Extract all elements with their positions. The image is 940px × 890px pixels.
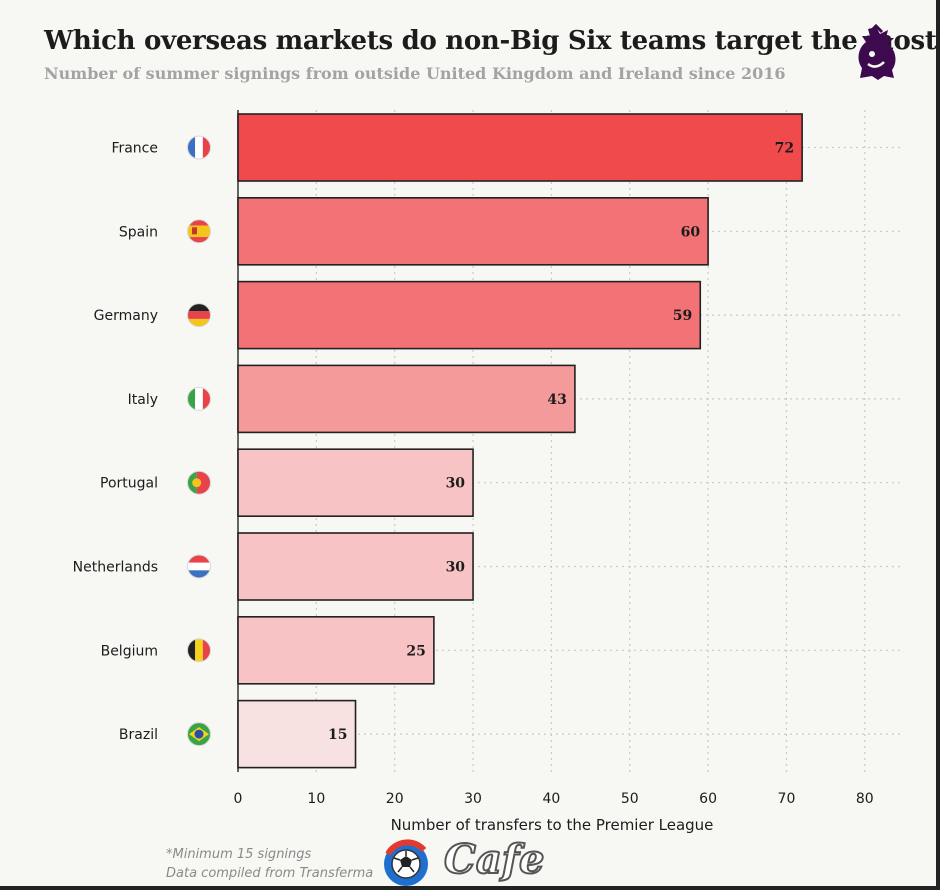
x-tick-label: 60 bbox=[699, 791, 717, 807]
category-label: France bbox=[111, 141, 158, 157]
bar-belgium bbox=[237, 615, 435, 685]
data-label: 59 bbox=[673, 308, 692, 324]
chart-title: Which overseas markets do non-Big Six te… bbox=[44, 26, 940, 56]
bar-chart: 0 10 20 30 40 50 60 70 80 72 France 60 Spain 59 German… bbox=[73, 110, 900, 807]
x-axis-label: Number of transfers to the Premier Leagu… bbox=[390, 816, 714, 834]
x-tick-label: 80 bbox=[856, 791, 874, 807]
football-icon bbox=[384, 839, 428, 886]
x-tick-label: 70 bbox=[778, 791, 796, 807]
category-label: Germany bbox=[94, 308, 158, 324]
germany-flag-icon bbox=[187, 303, 211, 328]
footnote-minimum: *Minimum 15 signings bbox=[166, 847, 312, 862]
category-label: Italy bbox=[128, 392, 158, 408]
data-label: 30 bbox=[446, 476, 466, 492]
bar-germany bbox=[237, 280, 702, 350]
bar-brazil bbox=[237, 699, 357, 769]
data-label: 15 bbox=[328, 727, 347, 743]
x-tick-label: 40 bbox=[542, 791, 560, 807]
category-label: Belgium bbox=[101, 643, 158, 659]
bar-portugal bbox=[237, 448, 474, 518]
x-tick-label: 0 bbox=[234, 791, 243, 807]
x-tick-label: 50 bbox=[621, 791, 639, 807]
data-label: 25 bbox=[406, 643, 425, 659]
x-tick-label: 10 bbox=[307, 791, 325, 807]
category-label: Spain bbox=[119, 224, 158, 240]
category-label: Portugal bbox=[100, 476, 158, 492]
france-flag-icon bbox=[187, 135, 211, 160]
belgium-flag-icon bbox=[187, 638, 211, 663]
portugal-flag-icon bbox=[187, 470, 211, 495]
bar-italy bbox=[237, 364, 576, 434]
bar-spain bbox=[237, 197, 709, 266]
netherlands-flag-icon bbox=[187, 554, 211, 579]
bar-netherlands bbox=[237, 532, 474, 601]
data-label: 30 bbox=[446, 560, 466, 576]
premier-league-lion-icon bbox=[858, 24, 896, 80]
italy-flag-icon bbox=[187, 386, 211, 411]
x-tick-label: 30 bbox=[464, 791, 482, 807]
data-label: 72 bbox=[775, 141, 794, 157]
x-tick-label: 20 bbox=[386, 791, 404, 807]
bar-france bbox=[237, 113, 803, 182]
spain-flag-icon bbox=[187, 219, 211, 244]
brazil-flag-icon bbox=[187, 722, 211, 747]
category-label: Netherlands bbox=[73, 560, 158, 576]
category-label: Brazil bbox=[119, 727, 158, 743]
data-label: 60 bbox=[681, 224, 701, 240]
data-label: 43 bbox=[547, 392, 566, 408]
watermark-text: Cafe bbox=[443, 835, 545, 884]
footnote-source: Data compiled from Transferma bbox=[166, 866, 374, 881]
chart-subtitle: Number of summer signings from outside U… bbox=[44, 64, 786, 83]
